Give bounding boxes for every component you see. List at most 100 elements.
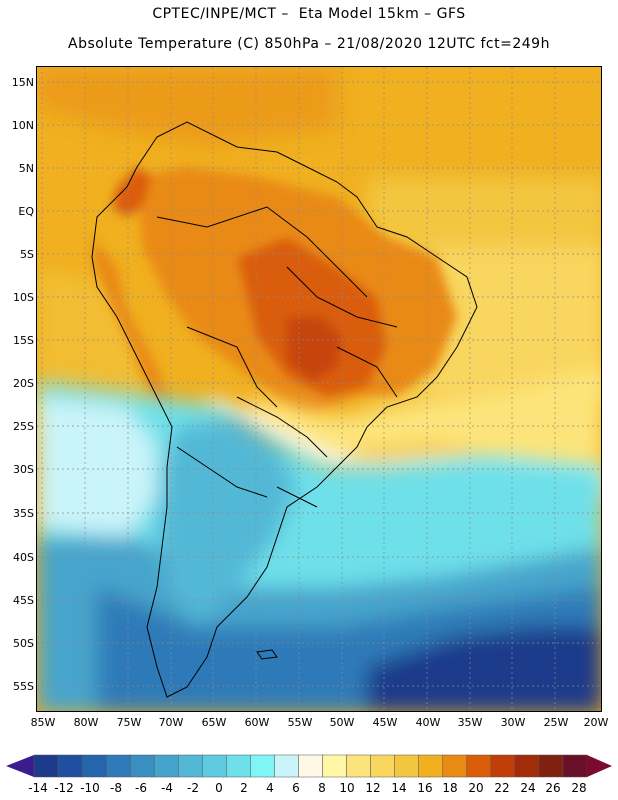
colorbar-box	[490, 754, 516, 778]
island-falklands	[256, 649, 278, 660]
lat-label: 35S	[13, 507, 34, 520]
colorbar-label: 14	[391, 781, 407, 795]
lon-label: 35W	[457, 716, 483, 729]
colorbar-label: 8	[318, 781, 326, 795]
colorbar-label: 20	[468, 781, 484, 795]
colorbar-box	[466, 754, 492, 778]
colorbar-low-arrow	[6, 755, 34, 777]
colorbar-box	[370, 754, 395, 778]
colorbar-box	[178, 754, 203, 778]
border-brazil-states	[286, 266, 398, 398]
lat-label: 45S	[13, 594, 34, 607]
lon-label: 65W	[201, 716, 227, 729]
lat-label: 20S	[13, 377, 34, 390]
colorbar-label: -4	[161, 781, 173, 795]
colorbar-box	[538, 754, 564, 778]
field-andes-north-red	[112, 167, 152, 217]
lat-label: 10N	[11, 119, 34, 132]
coastline-south-america	[91, 121, 478, 698]
lat-label: 10S	[13, 291, 34, 304]
lat-label: 30S	[13, 463, 34, 476]
colorbar-label: -8	[110, 781, 122, 795]
lon-label: 75W	[116, 716, 142, 729]
lon-label: 30W	[500, 716, 526, 729]
border-argentina	[176, 446, 268, 498]
colorbar-label: -6	[135, 781, 147, 795]
colorbar-box	[346, 754, 371, 778]
colorbar-label: 2	[240, 781, 248, 795]
lon-label: 40W	[415, 716, 441, 729]
colorbar-label: 10	[339, 781, 355, 795]
lat-label: 5S	[20, 248, 34, 261]
field-andes-peru	[92, 237, 169, 417]
colorbar-label: -10	[80, 781, 100, 795]
lat-label: 55S	[13, 680, 34, 693]
lat-label: 40S	[13, 551, 34, 564]
lon-label: 20W	[583, 716, 609, 729]
colorbar-box	[418, 754, 443, 778]
border-bolivia	[186, 326, 278, 408]
colorbar-box	[33, 754, 59, 778]
colorbar-label: -2	[187, 781, 199, 795]
colorbar-boxes	[33, 754, 588, 778]
lon-label: 50W	[329, 716, 355, 729]
field-argentina-cyan	[157, 417, 297, 627]
lat-label: 25S	[13, 420, 34, 433]
colorbar-box	[514, 754, 540, 778]
colorbar-label: -14	[28, 781, 48, 795]
colorbar-box	[442, 754, 468, 778]
lon-label: 80W	[73, 716, 99, 729]
colorbar-box	[274, 754, 299, 778]
lat-label: 15N	[11, 76, 34, 89]
colorbar-box	[202, 754, 227, 778]
lat-label: 15S	[13, 334, 34, 347]
colorbar-label: -12	[54, 781, 74, 795]
colorbar-box	[105, 754, 131, 778]
chart-subtitle: Absolute Temperature (C) 850hPa – 21/08/…	[68, 36, 550, 52]
colorbar	[6, 754, 612, 778]
map-canvas	[37, 67, 601, 711]
lon-label: 25W	[543, 716, 569, 729]
colorbar-box	[226, 754, 251, 778]
colorbar-label: 4	[266, 781, 274, 795]
colorbar-box	[562, 754, 588, 778]
colorbar-box	[322, 754, 347, 778]
colorbar-high-arrow	[587, 755, 612, 777]
field-south-darkblue	[367, 627, 601, 711]
lon-label: 85W	[30, 716, 56, 729]
colorbar-label: 0	[215, 781, 223, 795]
lon-label: 60W	[244, 716, 270, 729]
colorbar-box	[81, 754, 107, 778]
colorbar-box	[298, 754, 323, 778]
colorbar-label: 22	[494, 781, 510, 795]
colorbar-label: 6	[292, 781, 300, 795]
temperature-map	[36, 66, 602, 712]
lat-label: EQ	[18, 205, 34, 218]
lon-label: 45W	[372, 716, 398, 729]
field-interior-darkred	[287, 317, 342, 382]
border-paraguay	[236, 396, 328, 458]
colorbar-box	[394, 754, 419, 778]
coastline-uruguay	[276, 486, 318, 508]
graticule	[37, 67, 601, 711]
colorbar-box	[57, 754, 83, 778]
colorbar-label: 12	[365, 781, 381, 795]
lon-label: 70W	[158, 716, 184, 729]
colorbar-box	[129, 754, 155, 778]
field-atlantic-north2	[427, 247, 601, 397]
colorbar-label: 26	[545, 781, 561, 795]
lon-label: 55W	[287, 716, 313, 729]
colorbar-label: 28	[571, 781, 587, 795]
colorbar-box	[250, 754, 275, 778]
colorbar-label: 16	[417, 781, 433, 795]
border-amazon	[156, 206, 368, 298]
lat-label: 50S	[13, 637, 34, 650]
colorbar-label: 18	[442, 781, 458, 795]
colorbar-box	[153, 754, 179, 778]
field-caribbean-orange	[37, 67, 337, 147]
field-south-lightblue	[37, 397, 157, 537]
colorbar-label: 24	[520, 781, 536, 795]
lat-label: 5N	[18, 162, 34, 175]
coastlines	[91, 121, 478, 698]
chart-title: CPTEC/INPE/MCT – Eta Model 15km – GFS	[152, 6, 466, 22]
